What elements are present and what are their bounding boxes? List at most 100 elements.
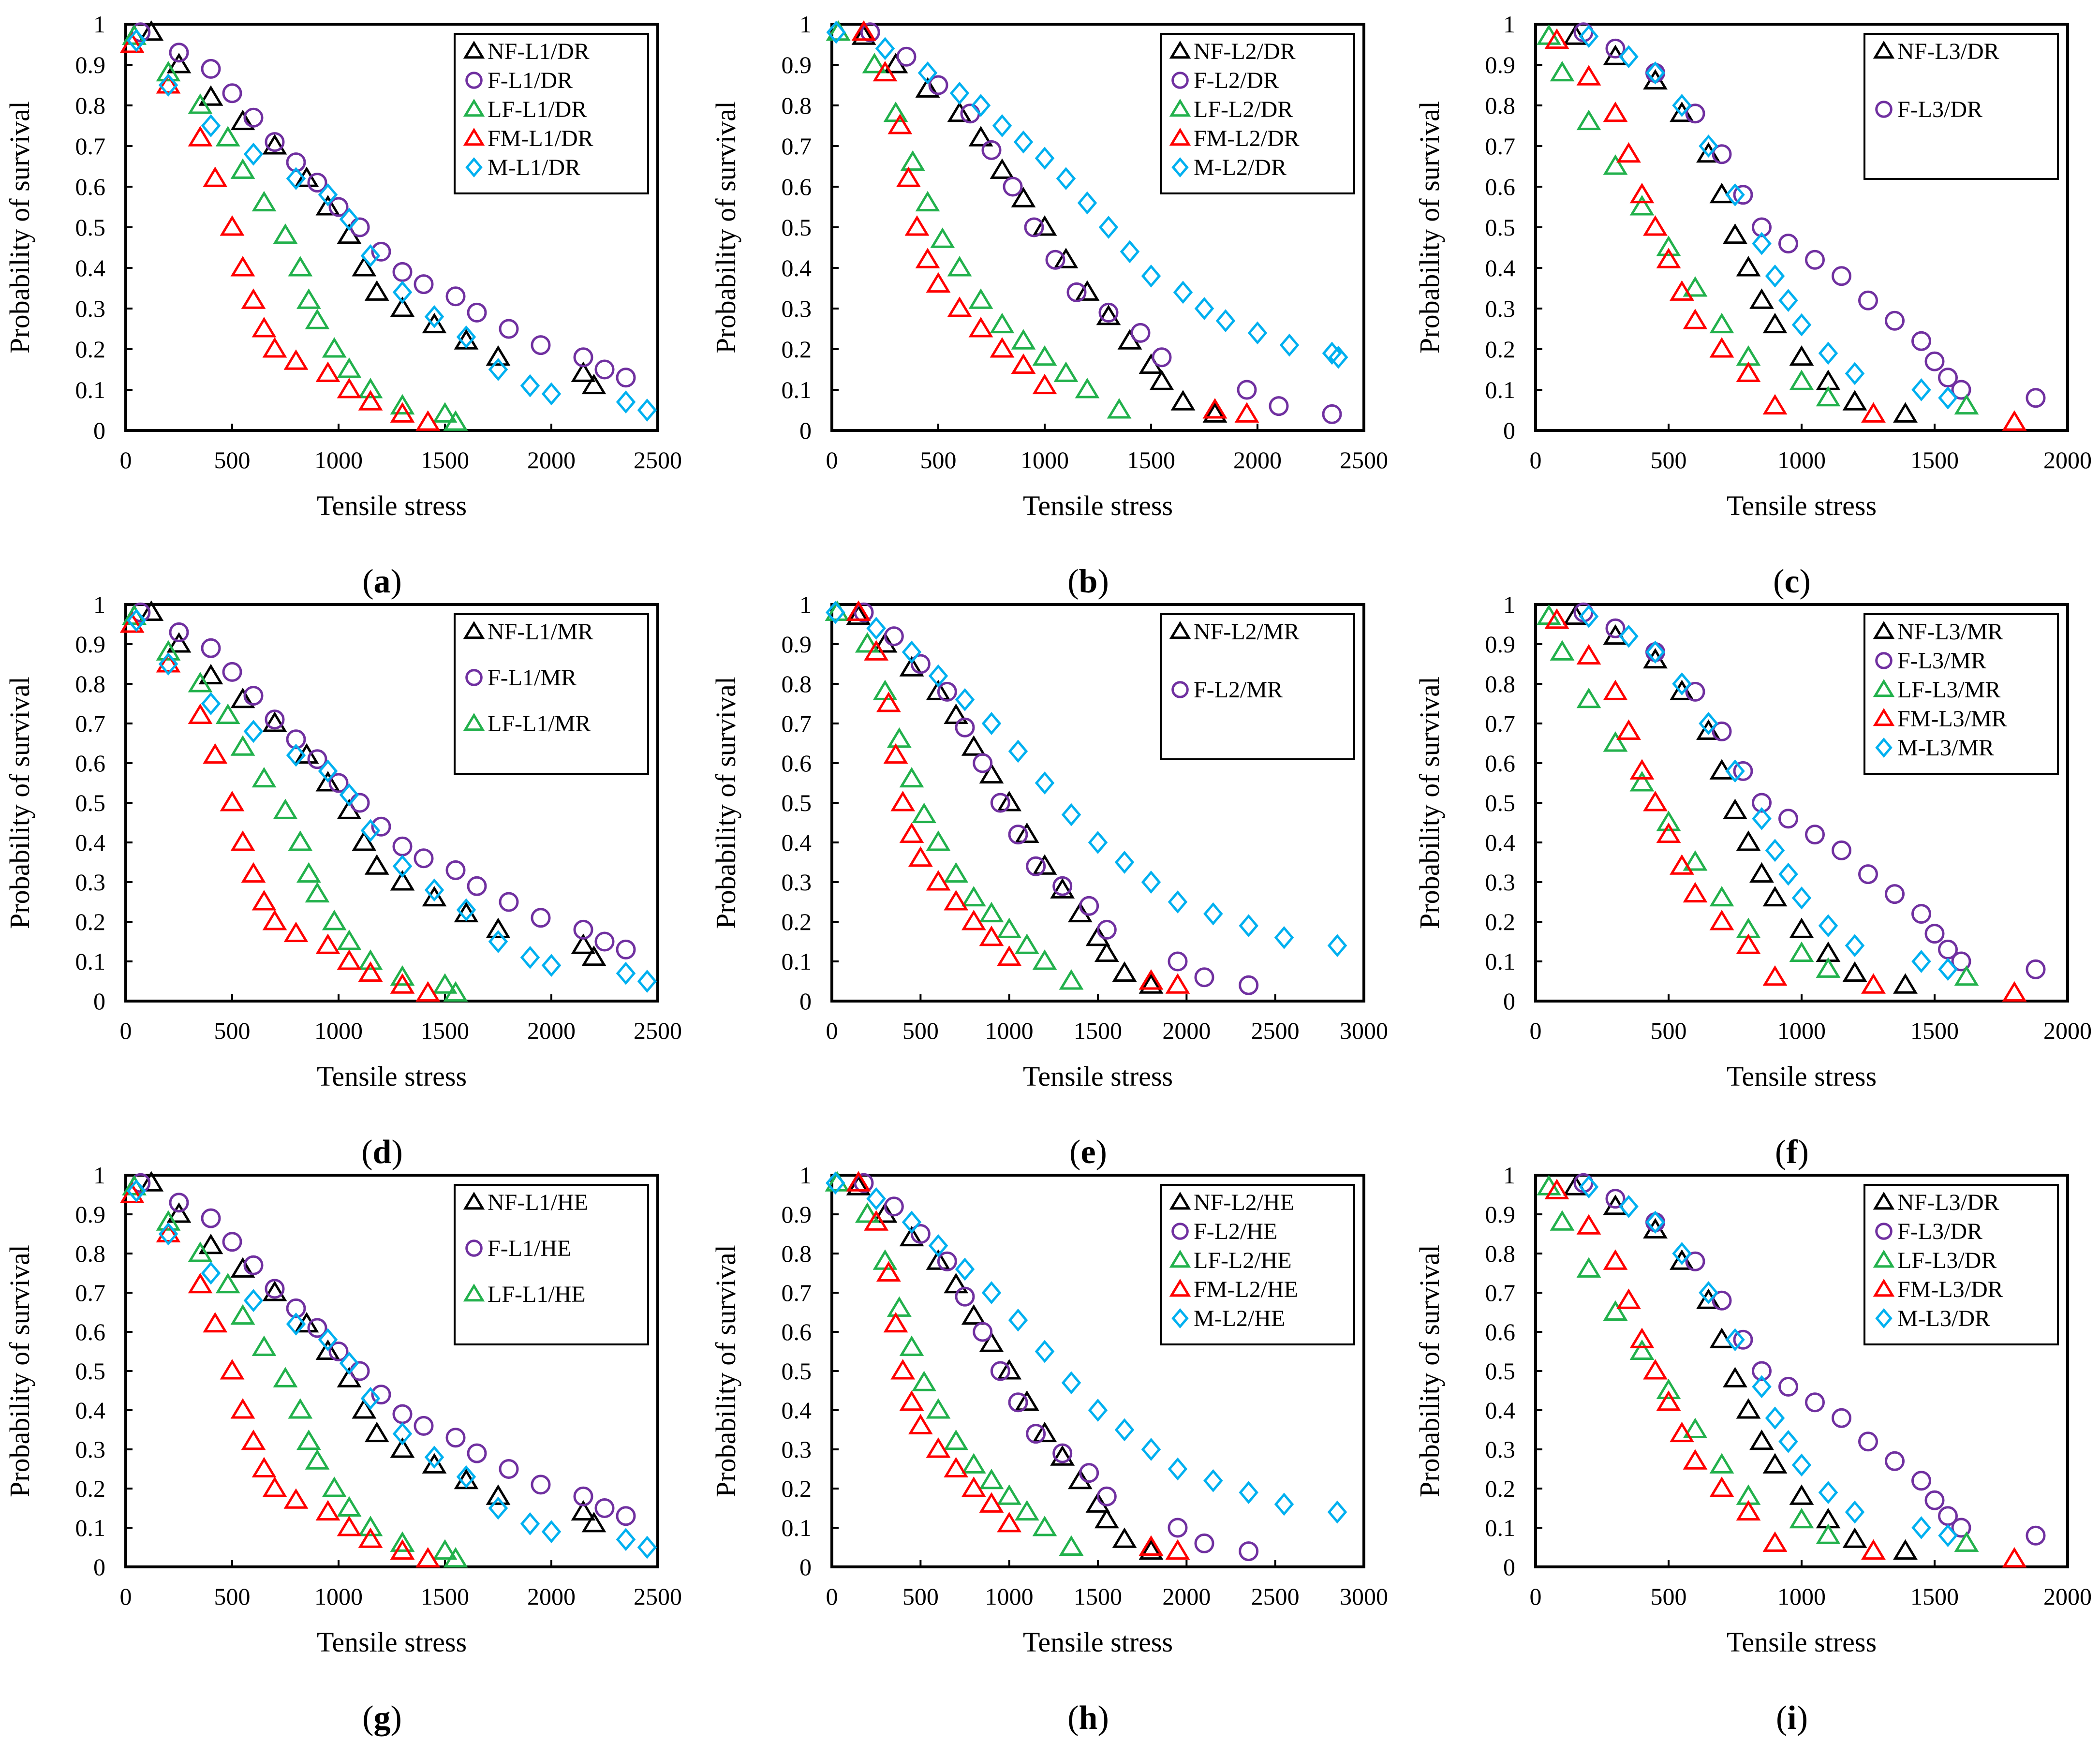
legend-entry: F-L3/MR [1897,648,1986,674]
data-point [926,870,951,891]
data-point [1194,1533,1214,1553]
panel-caption: (b) [1067,563,1109,600]
data-point [1709,910,1734,930]
legend-entry: F-L1/MR [488,665,577,691]
data-point [1749,862,1774,883]
data-point [594,931,615,952]
data-point [573,347,593,368]
series-M-L3/MR [1579,605,1958,981]
data-point [273,223,298,244]
series-M-L1/MR [126,608,657,993]
data-point [851,20,876,41]
data-point [2026,959,2046,979]
data-point [360,1387,381,1410]
x-tick-label: 0 [120,1017,132,1044]
data-point [1670,854,1694,875]
x-tick-label: 3000 [1340,1583,1388,1610]
x-tick-label: 3000 [1340,1017,1388,1044]
y-tick-label: 0.3 [1485,869,1516,896]
data-point [947,256,972,277]
data-point [188,672,213,693]
y-tick-label: 0.3 [1485,295,1516,322]
data-point [1139,969,1164,990]
data-point [1778,862,1798,886]
y-tick-label: 0.3 [75,1436,106,1463]
legend-marker [1873,679,1895,697]
data-point [1026,1424,1046,1444]
legend-marker [1169,128,1191,146]
y-tick-label: 0.8 [782,92,812,119]
series-M-L2/MR [826,601,1347,958]
data-point [1911,331,1931,351]
legend-marker [1875,1223,1893,1240]
data-point [997,917,1022,938]
y-tick-label: 0.4 [1485,829,1516,856]
data-point [854,602,874,622]
data-point [1032,1516,1057,1536]
data-point [531,908,551,928]
data-point [896,46,917,67]
data-point [912,802,937,824]
x-axis-label: Tensile stress [1023,1061,1173,1092]
data-point [392,1422,413,1446]
y-axis-label: Probability of survival [1414,677,1445,929]
data-point [1322,404,1342,424]
legend: NF-L3/DR F-L3/DR [1863,33,2059,180]
data-point [156,73,181,94]
data-point [1861,402,1886,423]
y-tick-label: 0.5 [782,1357,812,1385]
series-FM-L3/MR [1544,608,2027,1002]
y-tick-label: 0 [93,1553,105,1580]
data-point [1842,390,1867,411]
data-point [1079,1463,1099,1483]
x-tick-label: 500 [1651,1583,1687,1610]
data-point [1629,771,1655,792]
y-axis-label: Probability of survival [4,101,35,354]
data-point [961,885,986,907]
data-point [949,81,970,105]
data-point [1656,1390,1681,1411]
caption-letter: c [1784,563,1799,600]
data-point [158,74,178,97]
data-point [1035,1340,1055,1363]
x-tick-label: 500 [1651,446,1687,473]
data-point [169,1193,189,1213]
y-tick-label: 1 [93,1162,105,1189]
data-point [1032,345,1057,366]
data-point [1818,341,1838,365]
data-point [222,1232,242,1252]
y-tick-label: 0.8 [75,1240,106,1267]
series-M-L2/DR [826,20,1348,369]
data-point [1008,825,1028,845]
x-tick-label: 500 [214,1583,251,1610]
panel-caption: (c) [1773,563,1811,600]
series-FM-L2/MR [846,600,1190,994]
x-tick-label: 2000 [527,446,576,473]
data-point [2026,1525,2046,1546]
data-point [415,410,441,431]
data-point [1237,380,1257,400]
data-point [955,688,975,711]
data-point [203,1312,228,1333]
legend-entry: F-L2/MR [1194,677,1283,703]
data-point [1537,604,1561,625]
data-point [198,1233,223,1254]
data-point [1194,967,1214,988]
data-point [139,600,164,621]
data-point [1269,396,1289,416]
data-point [318,759,338,783]
x-tick-label: 0 [826,1017,838,1044]
chart-panel-a: 0 0.1 0.2 0.3 0.4 0.5 0.6 0.7 0.8 0.9 1 0 500 1000 150… [4,11,682,600]
data-point [286,729,306,750]
data-point [1789,941,1814,962]
panel-caption-text: (f) [1775,1134,1809,1171]
legend-entry: NF-L2/HE [1194,1190,1294,1215]
data-point [1723,798,1747,819]
legend-marker [1873,621,1895,639]
data-point [273,1367,298,1387]
data-point [1818,914,1838,938]
y-tick-label: 0.4 [782,829,812,856]
series-M-L2/HE [826,1171,1347,1524]
data-point [1733,185,1753,205]
data-point [1014,1500,1039,1521]
